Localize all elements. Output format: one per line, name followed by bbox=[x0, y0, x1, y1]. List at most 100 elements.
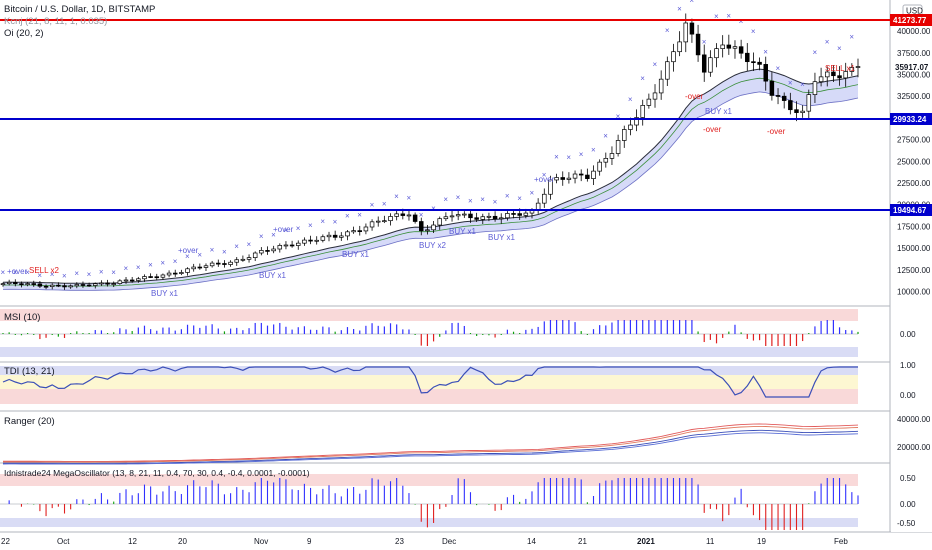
candle-body bbox=[265, 250, 270, 252]
tdi-axis-label: 0.00 bbox=[900, 391, 916, 400]
candle-body bbox=[523, 212, 529, 216]
signal-marker: × bbox=[320, 217, 325, 226]
candle-body bbox=[185, 268, 190, 273]
price-axis-label: 35000.00 bbox=[897, 71, 931, 80]
support-upper-price-tag bbox=[890, 113, 932, 125]
price-axis-label: 15000.00 bbox=[897, 244, 931, 253]
horizontal-levels[interactable] bbox=[0, 19, 890, 211]
signal-marker: × bbox=[62, 272, 67, 281]
signal-marker: × bbox=[136, 263, 141, 272]
candle-body bbox=[222, 263, 227, 265]
candle-body bbox=[296, 242, 301, 246]
candle-body bbox=[542, 193, 547, 204]
candle-body bbox=[843, 71, 848, 79]
support-lower-price-text: 19494.67 bbox=[893, 206, 927, 215]
candle-body bbox=[240, 258, 246, 261]
candle-body bbox=[86, 284, 92, 287]
current-price-text: 35917.07 bbox=[895, 63, 929, 72]
candle-body bbox=[622, 129, 627, 141]
candle-body bbox=[339, 235, 344, 238]
candle-body bbox=[800, 110, 805, 113]
time-label: 19 bbox=[757, 537, 766, 546]
candle-body bbox=[0, 283, 6, 286]
signal-marker: × bbox=[837, 44, 842, 53]
candle-body bbox=[412, 214, 418, 222]
signal-marker: × bbox=[124, 264, 129, 273]
candle-body bbox=[603, 158, 609, 163]
signal-marker: × bbox=[628, 95, 633, 104]
signal-label: BUY x1 bbox=[259, 271, 287, 280]
ranger-line bbox=[3, 429, 859, 464]
time-label: Nov bbox=[254, 537, 268, 546]
signal-marker: × bbox=[271, 230, 276, 239]
candle-body bbox=[382, 220, 387, 223]
signal-marker: × bbox=[1, 268, 6, 277]
candle-body bbox=[216, 262, 221, 265]
signal-marker: × bbox=[222, 247, 227, 256]
candle-body bbox=[769, 80, 775, 96]
signal-marker: × bbox=[99, 267, 104, 276]
time-label: Oct bbox=[57, 537, 70, 546]
signal-marker: × bbox=[370, 201, 375, 210]
candle-body bbox=[246, 257, 252, 260]
signal-marker: × bbox=[74, 269, 79, 278]
candle-body bbox=[203, 265, 209, 268]
candle-body bbox=[406, 214, 412, 217]
candle-body bbox=[560, 177, 565, 180]
signal-marker: × bbox=[542, 171, 547, 180]
signal-marker: × bbox=[529, 188, 534, 197]
ranger-line bbox=[2, 432, 859, 465]
channel-upper-line bbox=[2, 68, 859, 284]
time-label: 11 bbox=[706, 537, 715, 546]
candle-body bbox=[775, 95, 781, 97]
chart-header: Bitcoin / U.S. Dollar, 1D, BITSTAMP Kcnj… bbox=[4, 4, 310, 478]
signal-marker: × bbox=[197, 250, 202, 259]
candle-body bbox=[806, 94, 812, 112]
signal-marker: × bbox=[394, 192, 399, 201]
signal-marker: × bbox=[480, 195, 485, 204]
candle-body bbox=[738, 46, 744, 54]
candle-body bbox=[228, 261, 233, 265]
ranger-axis-label: 40000.00 bbox=[897, 415, 931, 424]
time-label: 23 bbox=[395, 537, 404, 546]
mega-oscillator bbox=[0, 478, 859, 530]
signal-marker: × bbox=[456, 193, 461, 202]
candle-body bbox=[80, 284, 86, 286]
signal-marker: × bbox=[726, 12, 731, 21]
candle-body bbox=[498, 217, 504, 220]
candle-body bbox=[708, 57, 713, 73]
signal-marker: × bbox=[800, 80, 805, 89]
candle-body bbox=[486, 215, 492, 218]
candle-body bbox=[597, 161, 602, 172]
msi-title: MSI (10) bbox=[4, 312, 40, 323]
resistance-price-text: 41273.77 bbox=[893, 16, 927, 25]
candle-body bbox=[640, 105, 645, 118]
candle-body bbox=[689, 22, 695, 35]
signal-label: +over bbox=[178, 246, 199, 255]
price-axis-label: 22500.00 bbox=[897, 179, 931, 188]
signal-marker: × bbox=[665, 26, 670, 35]
candle-body bbox=[252, 252, 258, 258]
signal-label: BUY x1 bbox=[449, 227, 477, 236]
candle-body bbox=[179, 272, 184, 274]
candle-body bbox=[683, 22, 689, 43]
time-axis[interactable]: 22 Oct 12 20 Nov 9 23 Dec 14 21 2021 11 … bbox=[1, 537, 848, 546]
signal-label: -over bbox=[767, 127, 786, 136]
msi-histogram bbox=[0, 320, 859, 346]
signal-marker: × bbox=[505, 192, 510, 201]
candle-body bbox=[148, 276, 153, 278]
signal-marker: × bbox=[493, 197, 498, 206]
candle-body bbox=[517, 213, 522, 216]
candle-body bbox=[369, 221, 375, 228]
ranger-line bbox=[3, 423, 859, 462]
candle-body bbox=[609, 153, 615, 159]
candle-body bbox=[751, 61, 756, 64]
signal-label: +over bbox=[534, 175, 555, 184]
candle-body bbox=[25, 283, 30, 286]
signal-marker: × bbox=[443, 195, 448, 204]
indicator-oi-title: Oi (20, 2) bbox=[4, 28, 44, 39]
time-label: 20 bbox=[178, 537, 187, 546]
price-axis[interactable]: 40000.0037500.0035000.0032500.0030000.00… bbox=[890, 0, 932, 532]
price-axis-label: 17500.00 bbox=[897, 222, 931, 231]
